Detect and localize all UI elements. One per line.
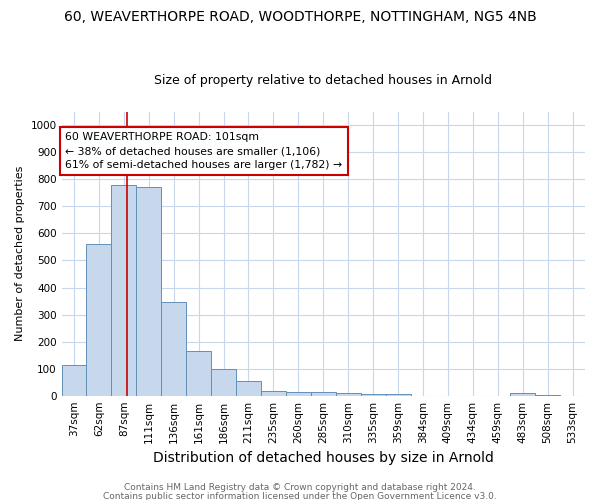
Bar bbox=[336, 393, 361, 396]
Bar bbox=[161, 302, 186, 396]
Bar bbox=[535, 395, 560, 396]
Text: 60, WEAVERTHORPE ROAD, WOODTHORPE, NOTTINGHAM, NG5 4NB: 60, WEAVERTHORPE ROAD, WOODTHORPE, NOTTI… bbox=[64, 10, 536, 24]
Bar bbox=[311, 392, 336, 396]
Bar bbox=[86, 244, 112, 396]
Text: Contains HM Land Registry data © Crown copyright and database right 2024.: Contains HM Land Registry data © Crown c… bbox=[124, 484, 476, 492]
Text: Contains public sector information licensed under the Open Government Licence v3: Contains public sector information licen… bbox=[103, 492, 497, 500]
Bar bbox=[186, 351, 211, 396]
Bar bbox=[236, 381, 261, 396]
Y-axis label: Number of detached properties: Number of detached properties bbox=[15, 166, 25, 342]
Bar bbox=[361, 394, 386, 396]
Bar bbox=[136, 188, 161, 396]
X-axis label: Distribution of detached houses by size in Arnold: Distribution of detached houses by size … bbox=[153, 451, 494, 465]
Bar bbox=[510, 393, 535, 396]
Bar bbox=[386, 394, 410, 396]
Text: 60 WEAVERTHORPE ROAD: 101sqm
← 38% of detached houses are smaller (1,106)
61% of: 60 WEAVERTHORPE ROAD: 101sqm ← 38% of de… bbox=[65, 132, 343, 170]
Title: Size of property relative to detached houses in Arnold: Size of property relative to detached ho… bbox=[154, 74, 492, 87]
Bar bbox=[286, 392, 311, 396]
Bar bbox=[211, 369, 236, 396]
Bar bbox=[261, 391, 286, 396]
Bar bbox=[62, 364, 86, 396]
Bar bbox=[112, 185, 136, 396]
